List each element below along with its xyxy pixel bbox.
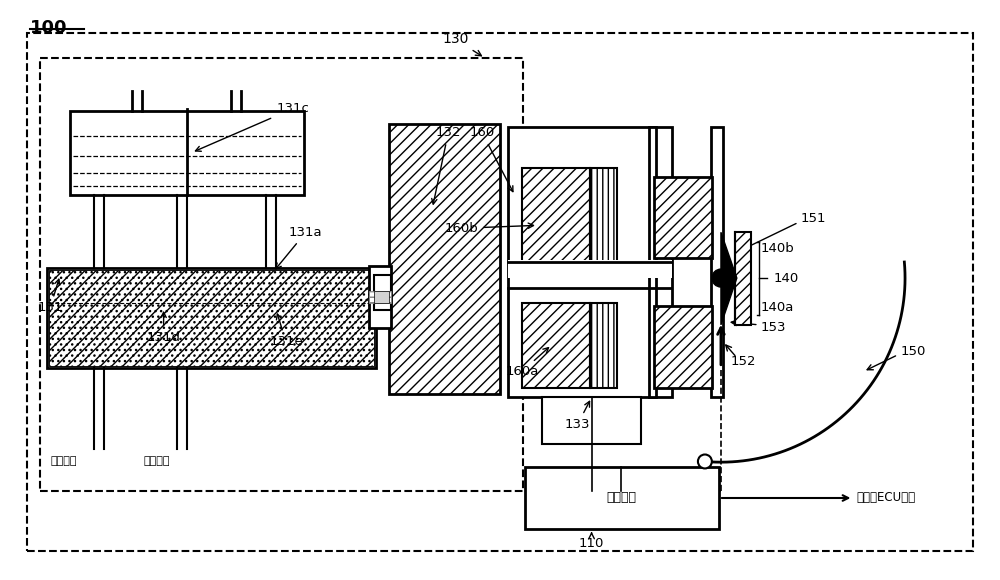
Polygon shape [721,232,737,325]
Text: 140: 140 [774,271,799,285]
Text: 130: 130 [442,32,481,56]
Text: 151: 151 [801,212,826,225]
Text: 150: 150 [900,345,925,358]
Text: 131: 131 [37,279,63,314]
Text: 100: 100 [30,19,68,37]
Bar [49,270,374,365]
Bar [47,268,376,368]
Bar [654,306,712,387]
Bar [522,168,590,262]
Text: 131e: 131e [269,314,303,348]
Text: 131a: 131a [276,226,323,269]
Text: 140a: 140a [761,302,794,314]
Bar [590,303,617,387]
Text: 133: 133 [565,401,590,431]
Text: 供压出口: 供压出口 [51,456,77,466]
Bar [508,260,672,278]
Bar [649,127,656,397]
Text: 131c: 131c [195,103,309,151]
Text: 153: 153 [761,321,786,334]
Text: 供压出口: 供压出口 [143,456,170,466]
Bar [711,127,723,397]
Bar [525,467,719,529]
Text: 132: 132 [432,126,461,204]
Bar [369,291,391,303]
Circle shape [712,269,730,287]
Bar [27,33,973,551]
Text: 140b: 140b [761,242,794,255]
Bar [374,275,391,310]
Bar [70,111,304,195]
Bar [40,58,523,491]
Text: 131d: 131d [147,312,181,345]
Text: 110: 110 [579,537,604,550]
Bar [542,397,641,444]
Bar [522,303,590,387]
Bar [735,232,751,325]
Bar [389,124,500,394]
Text: 与上位ECU相连: 与上位ECU相连 [856,491,915,505]
Text: 控制单元: 控制单元 [606,491,636,505]
Bar [590,168,617,262]
Bar [49,270,374,365]
Bar [369,266,391,328]
Circle shape [698,455,712,469]
Bar [654,176,712,258]
Text: 160b: 160b [444,222,533,235]
Text: 160: 160 [469,126,513,191]
Text: 160a: 160a [505,347,549,378]
Bar [374,291,389,303]
Bar [508,127,672,397]
Text: 152: 152 [731,355,756,368]
